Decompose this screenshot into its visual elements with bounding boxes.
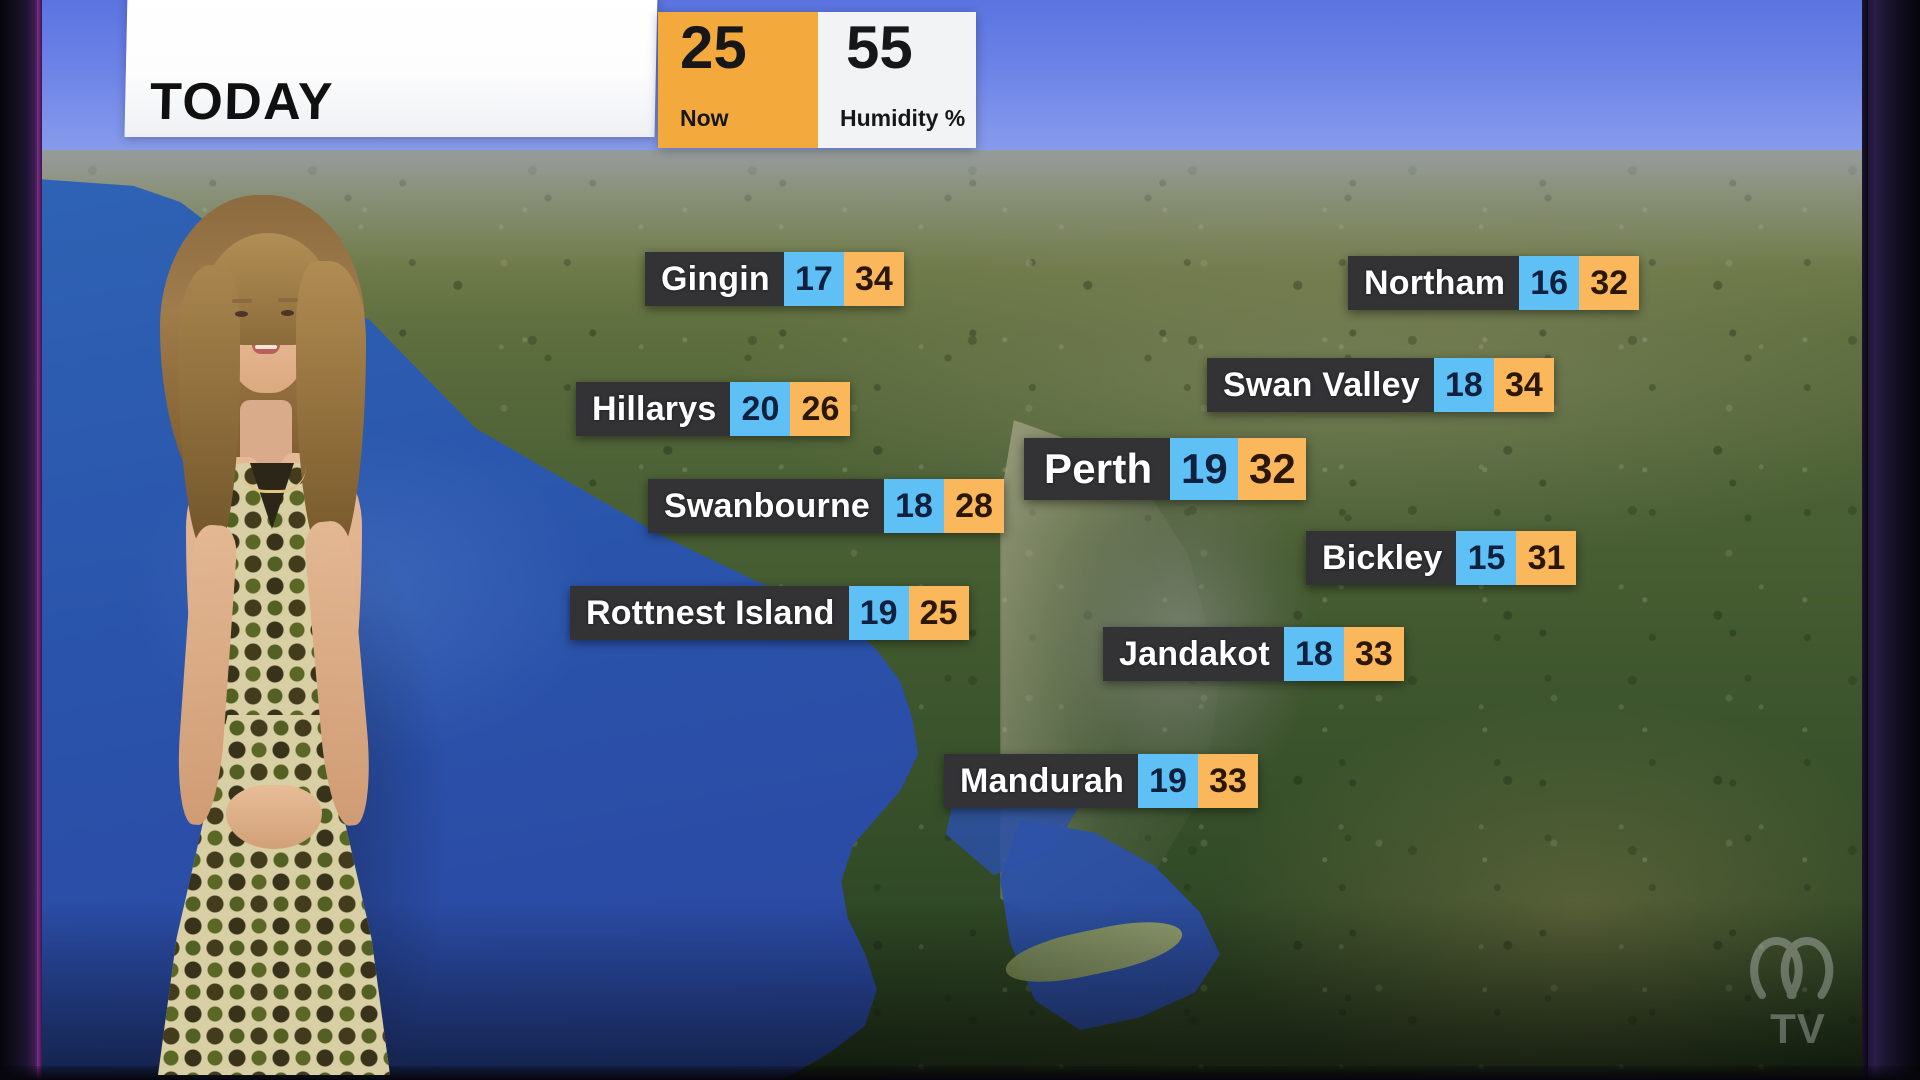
min-temperature-chip: 20	[730, 382, 791, 436]
city-label-rottnest-island[interactable]: Rottnest Island 19 25	[570, 586, 969, 640]
now-temperature-value: 25	[680, 14, 747, 81]
today-banner-label: TODAY	[149, 73, 335, 131]
max-temperature-chip: 25	[908, 586, 969, 640]
city-label-bickley[interactable]: Bickley 15 31	[1306, 531, 1577, 585]
city-label-northam[interactable]: Northam 16 32	[1348, 256, 1640, 310]
abc-lissajous-logo-icon	[1750, 936, 1834, 1000]
presenter-hair-left-strand	[178, 265, 240, 555]
studio-screen-frame-bottom	[0, 1066, 1920, 1080]
min-temperature-chip: 18	[1283, 627, 1344, 681]
max-temperature-chip: 34	[843, 252, 904, 306]
city-name: Rottnest Island	[570, 586, 849, 640]
max-temperature-chip: 31	[1516, 531, 1577, 585]
presenter-brow-right	[278, 298, 298, 302]
city-label-swan-valley[interactable]: Swan Valley 18 34	[1207, 358, 1554, 412]
min-temperature-chip: 15	[1456, 531, 1517, 585]
city-name: Mandurah	[944, 754, 1139, 808]
min-temperature-chip: 17	[783, 252, 844, 306]
presenter-brow-left	[232, 299, 252, 303]
current-conditions-panel: 25 Now 55 Humidity %	[658, 12, 976, 148]
city-label-hillarys[interactable]: Hillarys 20 26	[576, 382, 851, 436]
presenter-eye-left	[235, 311, 248, 317]
max-temperature-chip: 32	[1238, 438, 1307, 500]
max-temperature-chip: 34	[1493, 358, 1554, 412]
city-label-gingin[interactable]: Gingin 17 34	[645, 252, 904, 306]
presenter-necklace	[240, 467, 306, 493]
city-label-perth[interactable]: Perth 19 32	[1024, 438, 1307, 500]
min-temperature-chip: 19	[1138, 754, 1199, 808]
humidity-value: 55	[846, 14, 913, 81]
city-name: Gingin	[645, 252, 784, 306]
city-name: Jandakot	[1103, 627, 1284, 681]
weather-presenter	[100, 195, 500, 1080]
min-temperature-chip: 18	[884, 479, 945, 533]
max-temperature-chip: 26	[790, 382, 851, 436]
now-temperature-label: Now	[680, 105, 729, 131]
city-label-swanbourne[interactable]: Swanbourne 18 28	[648, 479, 1005, 533]
presenter-mouth	[252, 345, 280, 354]
humidity-label: Humidity %	[840, 105, 966, 131]
abc-tv-watermark: TV	[1742, 932, 1854, 1050]
min-temperature-chip: 19	[848, 586, 909, 640]
city-label-jandakot[interactable]: Jandakot 18 33	[1103, 627, 1404, 681]
humidity-cell: 55 Humidity %	[818, 12, 976, 148]
min-temperature-chip: 19	[1170, 438, 1239, 500]
max-temperature-chip: 28	[944, 479, 1005, 533]
watermark-tv-label: TV	[1770, 1005, 1826, 1052]
city-name: Swanbourne	[648, 479, 885, 533]
max-temperature-chip: 33	[1198, 754, 1259, 808]
now-temperature-cell: 25 Now	[658, 12, 818, 148]
studio-screen-frame-right	[1862, 0, 1920, 1080]
presenter-eye-right	[281, 310, 294, 316]
city-name: Hillarys	[576, 382, 731, 436]
city-name: Swan Valley	[1207, 358, 1434, 412]
city-label-mandurah[interactable]: Mandurah 19 33	[944, 754, 1259, 808]
studio-screen-frame-left	[0, 0, 42, 1080]
max-temperature-chip: 33	[1343, 627, 1404, 681]
presenter-hands	[226, 785, 322, 849]
city-name: Bickley	[1306, 531, 1457, 585]
city-name: Northam	[1348, 256, 1520, 310]
min-temperature-chip: 16	[1519, 256, 1580, 310]
city-name: Perth	[1024, 438, 1171, 500]
min-temperature-chip: 18	[1433, 358, 1494, 412]
max-temperature-chip: 32	[1579, 256, 1640, 310]
